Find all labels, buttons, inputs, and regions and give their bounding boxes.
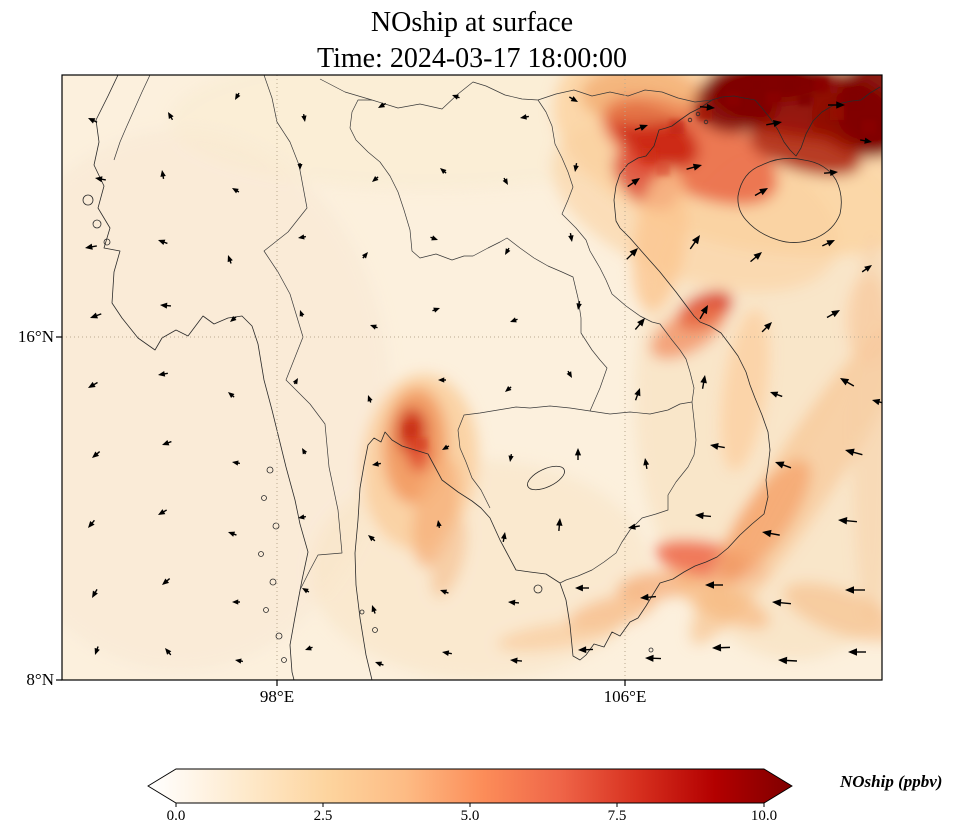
axis-ticks: [56, 336, 626, 686]
colorbar-tick-1: 2.5: [313, 808, 333, 824]
colorbar-tick-4: 10.0: [750, 808, 778, 824]
coastline-hainan: [737, 157, 842, 243]
xtick-label-106e: 106°E: [603, 687, 647, 706]
coastlines: [82, 75, 881, 680]
colorbar-tick-0: 0.0: [166, 808, 186, 824]
coastline-gulf-vietnam-china: [354, 86, 881, 680]
country-borders: [113, 75, 713, 591]
colorbar-label: NOship (ppbv): [840, 772, 943, 791]
coastline-myanmar-peninsula: [93, 75, 309, 680]
quiver-layer: [85, 92, 882, 667]
heatmap-layer: [62, 75, 882, 680]
lake-tonle-sap: [527, 465, 565, 491]
colorbar-tick-3: 7.5: [607, 808, 627, 824]
xtick-label-98e: 98°E: [259, 687, 295, 706]
ytick-label-16n: 16°N: [17, 327, 54, 346]
colorbar: [147, 768, 793, 807]
plot-title: NOship at surface: [370, 7, 574, 38]
map-plot: [56, 74, 883, 686]
colorbar-bar: [147, 768, 793, 804]
ytick-label-8n: 8°N: [26, 670, 54, 689]
colorbar-tick-2: 5.0: [460, 808, 480, 824]
plot-subtitle-time: Time: 2024-03-17 18:00:00: [316, 43, 628, 74]
plot-frame: [61, 74, 883, 681]
colorbar-ticks: [175, 803, 765, 807]
gridlines: [62, 75, 882, 680]
